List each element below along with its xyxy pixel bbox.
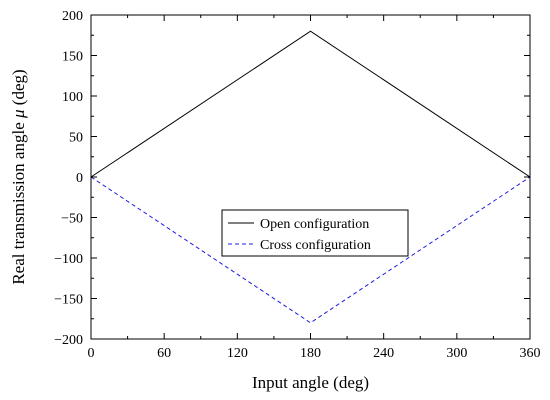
y-axis-title-suffix: (deg)	[9, 69, 28, 109]
y-tick-label: 50	[69, 131, 83, 146]
y-axis: −200 −150 −100 −50 0 50 100 150 200	[54, 9, 530, 348]
y-tick-label: 150	[62, 50, 83, 65]
y-tick-label: 0	[76, 171, 83, 186]
legend-box	[221, 209, 409, 257]
legend-label-open: Open configuration	[260, 217, 369, 232]
y-axis-title-symbol: μ	[9, 109, 28, 119]
y-tick-label: 200	[62, 9, 83, 24]
series-layer	[90, 30, 531, 324]
y-tick-label: −50	[61, 212, 83, 227]
y-axis-title-prefix: Real transmission angle	[9, 118, 28, 285]
y-tick-label: 100	[62, 90, 83, 105]
x-tick-label: 0	[88, 346, 95, 361]
x-axis-title: Input angle (deg)	[252, 373, 369, 392]
y-tick-label: −200	[54, 333, 83, 348]
x-tick-label: 300	[446, 346, 467, 361]
x-axis: 0 60 120 180 240 300 360	[88, 15, 541, 361]
plot-frame	[90, 14, 531, 340]
y-tick-label: −150	[54, 293, 83, 308]
x-tick-label: 120	[227, 346, 248, 361]
y-tick-label: −100	[54, 252, 83, 267]
x-tick-label: 180	[300, 346, 321, 361]
y-axis-title: Real transmission angle μ (deg)	[9, 69, 28, 284]
x-tick-label: 360	[520, 346, 541, 361]
legend-label-cross: Cross configuration	[260, 238, 371, 253]
legend: Open configuration Cross configuration	[221, 209, 409, 257]
x-tick-label: 240	[373, 346, 394, 361]
series-line-open	[90, 30, 531, 178]
series-line-cross	[90, 176, 531, 324]
x-tick-label: 60	[157, 346, 171, 361]
